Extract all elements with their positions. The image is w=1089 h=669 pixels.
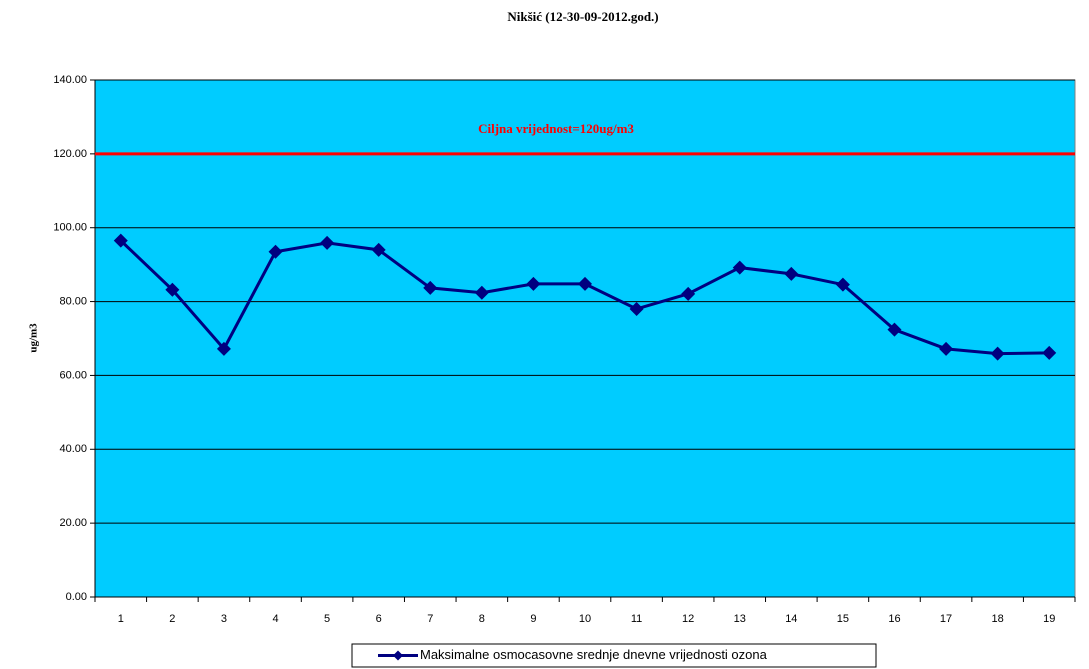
legend-box — [351, 643, 877, 668]
data-point — [165, 282, 180, 297]
chart-title: Nikšić (12-30-09-2012.god.) — [507, 9, 658, 24]
x-tick-label: 2 — [169, 613, 175, 625]
y-axis-label: ug/m3 — [28, 323, 40, 353]
data-point — [835, 277, 850, 292]
x-tick-label: 13 — [734, 613, 746, 625]
y-tick-label: 40.00 — [59, 443, 87, 455]
data-point — [320, 235, 335, 250]
data-point — [939, 341, 954, 356]
data-point — [887, 322, 902, 337]
data-point — [578, 276, 592, 291]
data-point — [784, 266, 799, 281]
data-point — [423, 280, 438, 295]
data-point — [371, 242, 386, 257]
x-tick-label: 5 — [324, 613, 330, 625]
x-tick-label: 7 — [427, 613, 433, 625]
legend-marker — [393, 650, 403, 661]
y-tick-label: 0.00 — [66, 591, 87, 603]
y-tick-label: 140.00 — [53, 74, 87, 86]
target-label: Ciljna vrijednost=120ug/m3 — [478, 121, 634, 136]
x-tick-label: 6 — [376, 613, 382, 625]
data-point — [268, 244, 283, 259]
x-tick-label: 10 — [579, 613, 591, 625]
x-tick-label: 18 — [992, 613, 1004, 625]
x-tick-label: 4 — [272, 613, 278, 625]
y-tick-label: 60.00 — [59, 369, 87, 381]
data-point — [526, 276, 541, 291]
x-tick-label: 1 — [118, 613, 124, 625]
legend-label: Maksimalne osmocasovne srednje dnevne vr… — [420, 647, 768, 662]
data-point — [216, 341, 231, 356]
y-tick-label: 80.00 — [59, 295, 87, 307]
y-tick-label: 100.00 — [53, 222, 87, 234]
x-tick-label: 9 — [530, 613, 536, 625]
x-tick-label: 14 — [785, 613, 797, 625]
data-point — [732, 260, 747, 275]
x-tick-label: 16 — [888, 613, 900, 625]
data-point — [113, 233, 128, 248]
x-tick-label: 17 — [940, 613, 952, 625]
x-tick-label: 11 — [631, 613, 642, 625]
x-tick-label: 19 — [1043, 613, 1055, 625]
data-point — [990, 346, 1005, 361]
x-tick-label: 15 — [837, 613, 849, 625]
y-tick-label: 120.00 — [53, 148, 87, 160]
data-point — [1042, 345, 1057, 360]
data-point — [629, 301, 644, 316]
x-tick-label: 3 — [221, 613, 227, 625]
data-point — [474, 285, 489, 300]
plot-area — [94, 79, 1076, 598]
x-tick-label: 8 — [479, 613, 485, 625]
data-point — [681, 286, 696, 301]
x-tick-label: 12 — [682, 613, 694, 625]
y-tick-label: 20.00 — [59, 517, 87, 529]
